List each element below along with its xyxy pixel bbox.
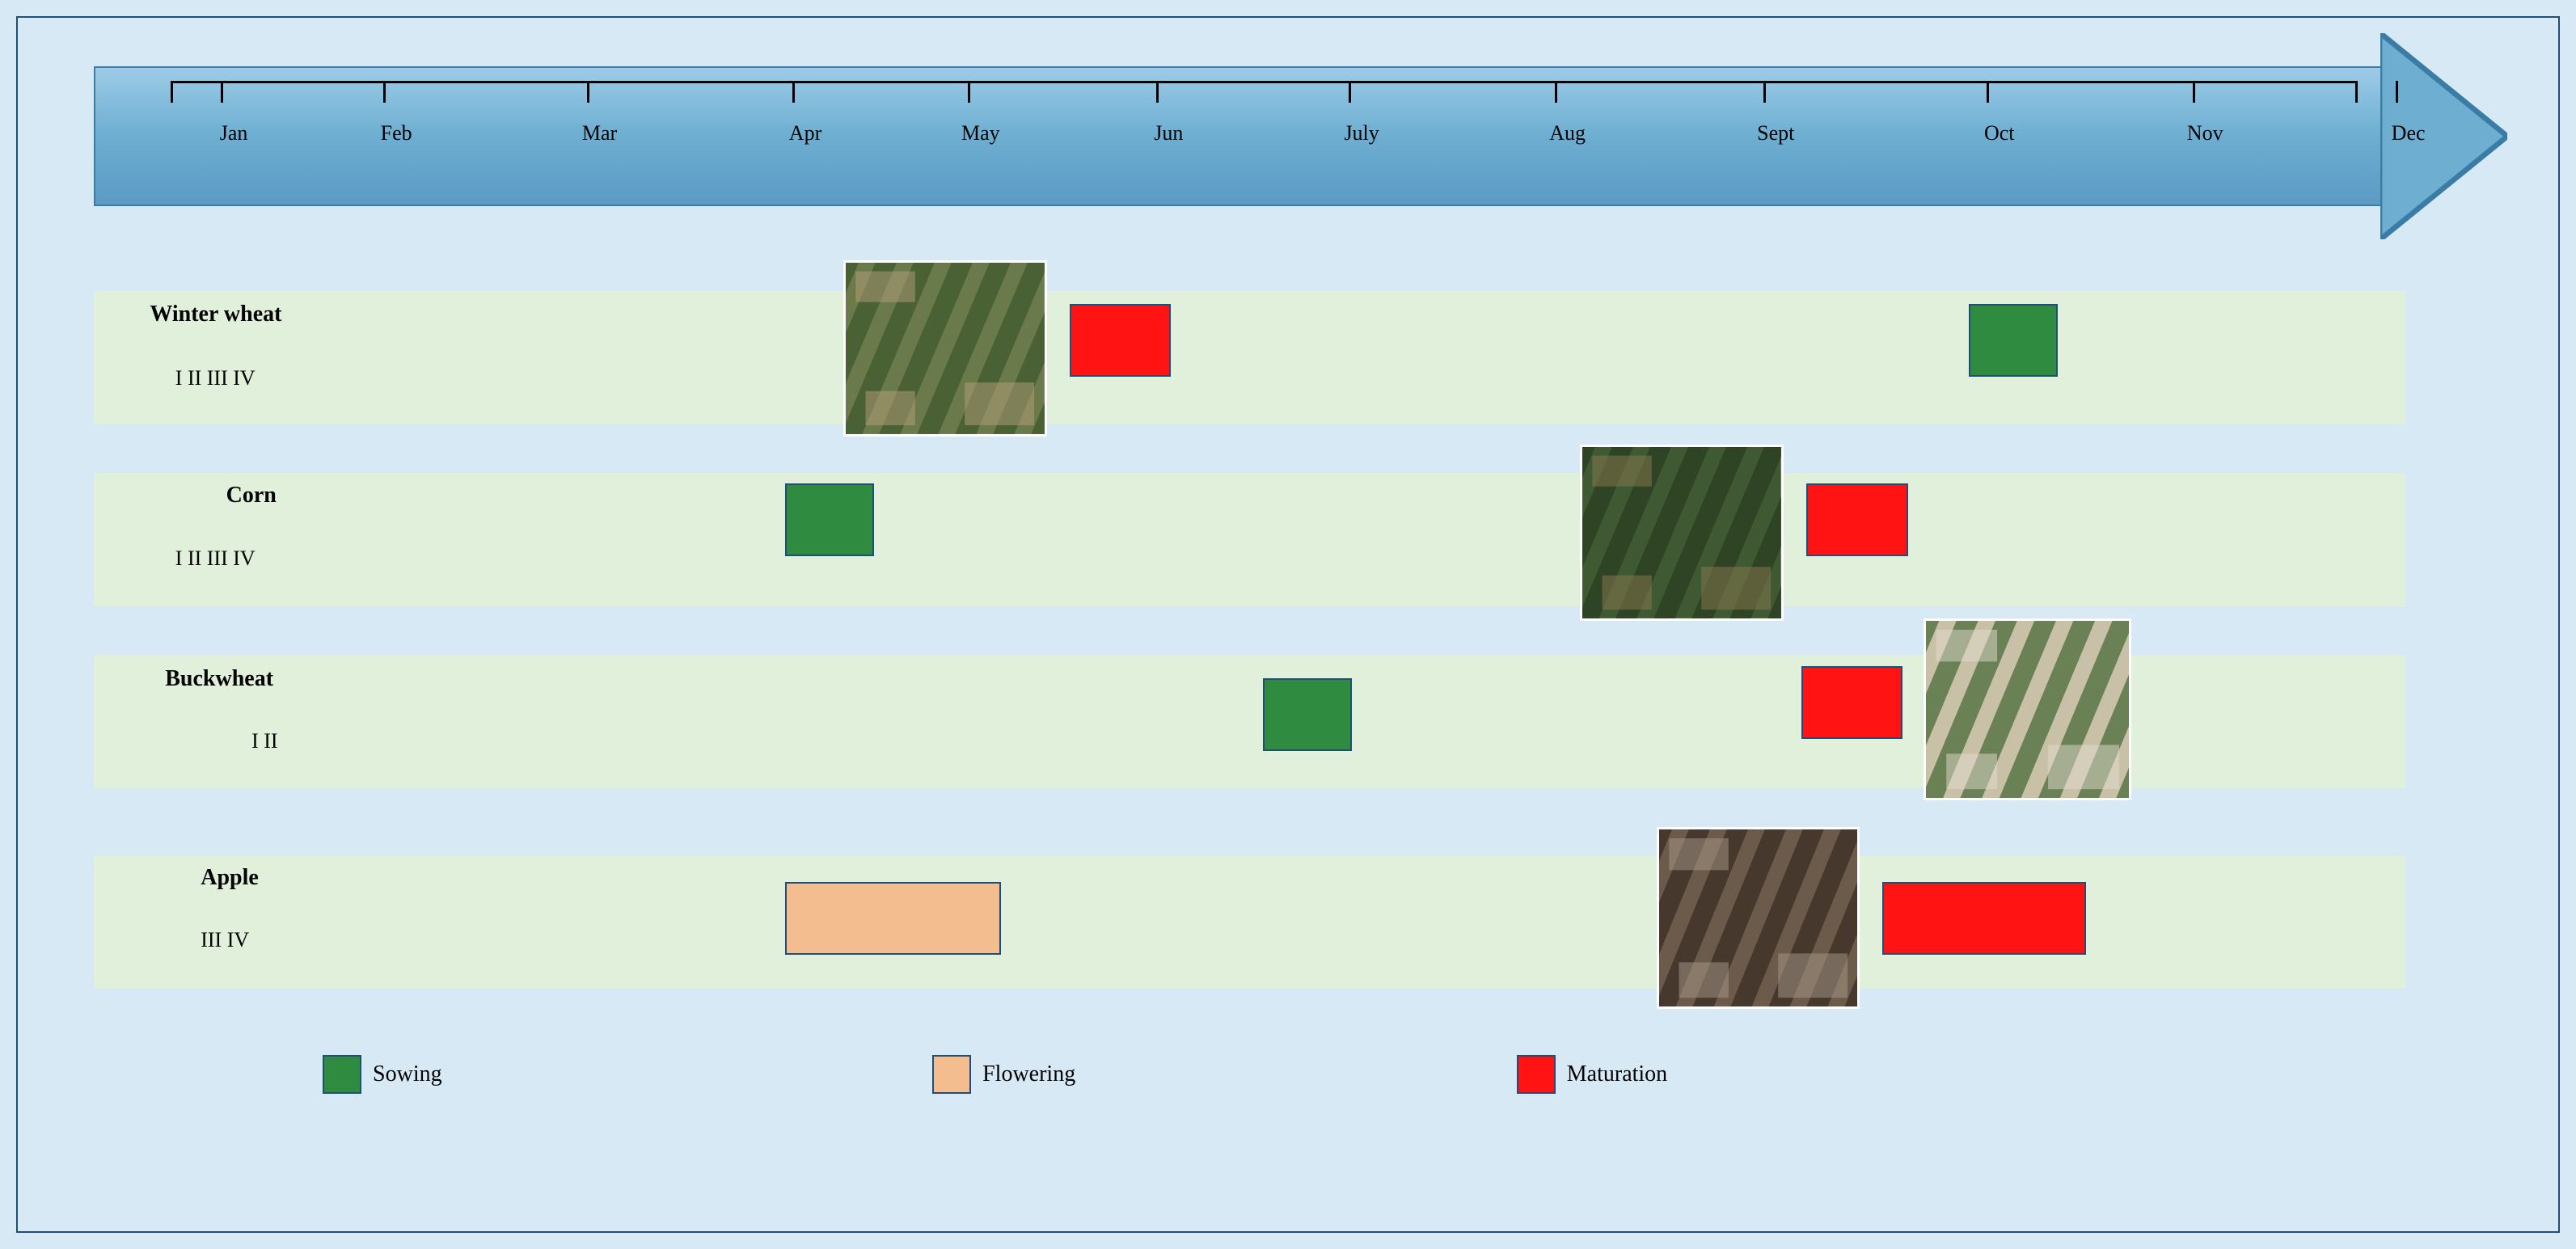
- sowing-marker-buckwheat: [1263, 678, 1352, 751]
- timeline-tick: [1763, 81, 1766, 103]
- sowing-marker-corn: [785, 483, 874, 556]
- timeline-month-label: Oct: [1984, 121, 2015, 146]
- timeline-tick: [171, 81, 173, 103]
- timeline-month-label: Sept: [1757, 121, 1794, 146]
- crop-title-corn: Corn: [226, 483, 277, 508]
- crop-subtitle-buckwheat: I II: [251, 729, 277, 753]
- timeline-tick: [221, 81, 223, 103]
- timeline-month-label: Apr: [789, 121, 821, 146]
- timeline-month-label: Aug: [1549, 121, 1586, 146]
- maturation-marker-corn: [1806, 483, 1908, 556]
- field-photo-winter-wheat: [843, 260, 1046, 437]
- legend-item-maturation: Maturation: [1517, 1055, 1667, 1094]
- timeline-month-label: Dec: [2392, 121, 2426, 146]
- timeline-tick: [1987, 81, 1989, 103]
- timeline-month-label: Jan: [220, 121, 248, 146]
- flowering-marker-apple: [785, 882, 1001, 955]
- crop-band-winter-wheat: [94, 291, 2405, 424]
- timeline-month-label: Feb: [381, 121, 412, 146]
- legend-item-flowering: Flowering: [932, 1055, 1075, 1094]
- crop-title-apple: Apple: [201, 865, 259, 891]
- timeline-tick: [1555, 81, 1557, 103]
- crop-subtitle-winter-wheat: I II III IV: [175, 366, 255, 390]
- timeline-tick: [383, 81, 386, 103]
- timeline-axis: [171, 81, 2355, 83]
- timeline-tick: [2355, 81, 2358, 103]
- legend-swatch-sowing: [323, 1055, 361, 1094]
- field-photo-apple: [1657, 827, 1860, 1009]
- legend-swatch-maturation: [1517, 1055, 1556, 1094]
- maturation-marker-buckwheat: [1801, 666, 1903, 739]
- timeline-tick: [1156, 81, 1159, 103]
- timeline-tick: [792, 81, 795, 103]
- timeline-month-label: Mar: [582, 121, 617, 146]
- legend-label-flowering: Flowering: [982, 1061, 1075, 1087]
- timeline-tick: [2193, 81, 2195, 103]
- timeline-tick: [587, 81, 589, 103]
- legend-swatch-flowering: [932, 1055, 971, 1094]
- maturation-marker-apple: [1882, 882, 2085, 955]
- timeline-tick: [968, 81, 970, 103]
- timeline-tick: [2396, 81, 2398, 103]
- timeline-tick: [1349, 81, 1351, 103]
- field-photo-buckwheat: [1924, 618, 2132, 800]
- field-photo-corn: [1580, 445, 1783, 621]
- legend-label-maturation: Maturation: [1567, 1061, 1667, 1087]
- crop-title-buckwheat: Buckwheat: [165, 666, 273, 692]
- sowing-marker-winter-wheat: [1969, 304, 2058, 377]
- legend-item-sowing: Sowing: [323, 1055, 442, 1094]
- crop-title-winter-wheat: Winter wheat: [150, 302, 281, 327]
- timeline-month-label: Jun: [1154, 121, 1183, 146]
- crop-subtitle-apple: III IV: [201, 928, 249, 952]
- timeline-month-label: May: [961, 121, 1000, 146]
- crop-subtitle-corn: I II III IV: [175, 546, 255, 571]
- crop-phenology-diagram: Jan Feb Mar Apr May Jun July Aug Sept Oct Nov Dec Wi…: [16, 16, 2560, 1233]
- maturation-marker-winter-wheat: [1070, 304, 1172, 377]
- timeline-arrow-shaft: [94, 66, 2380, 206]
- timeline-month-label: July: [1344, 121, 1379, 146]
- timeline-month-label: Nov: [2187, 121, 2223, 146]
- legend-label-sowing: Sowing: [373, 1061, 442, 1087]
- crop-band-corn: [94, 473, 2405, 606]
